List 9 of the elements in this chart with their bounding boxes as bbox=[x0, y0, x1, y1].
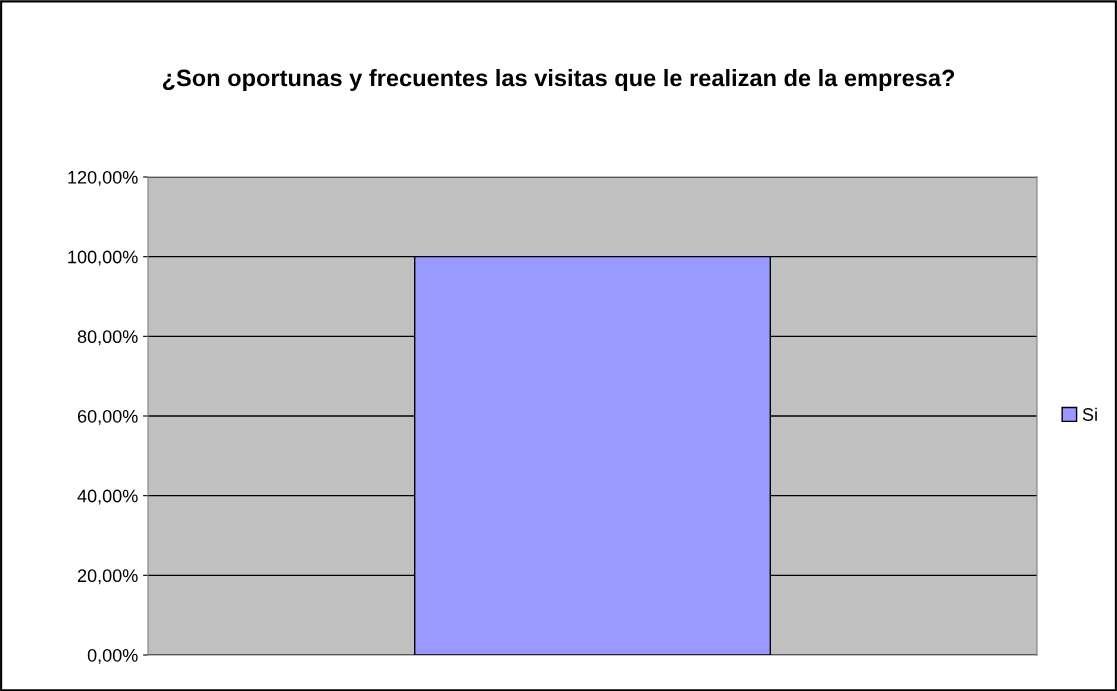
y-tick-label: 0,00% bbox=[87, 648, 138, 664]
y-tick-label: 100,00% bbox=[68, 250, 138, 266]
y-tick-label: 20,00% bbox=[77, 569, 138, 585]
legend-label: Si bbox=[1082, 407, 1097, 421]
chart-title: ¿Son oportunas y frecuentes las visitas que le realizan de la empresa? bbox=[162, 69, 955, 92]
y-tick-label: 60,00% bbox=[77, 409, 138, 425]
y-tick-label: 80,00% bbox=[77, 330, 138, 346]
y-tick-label: 40,00% bbox=[77, 489, 138, 505]
y-tick-label: 120,00% bbox=[68, 170, 138, 186]
